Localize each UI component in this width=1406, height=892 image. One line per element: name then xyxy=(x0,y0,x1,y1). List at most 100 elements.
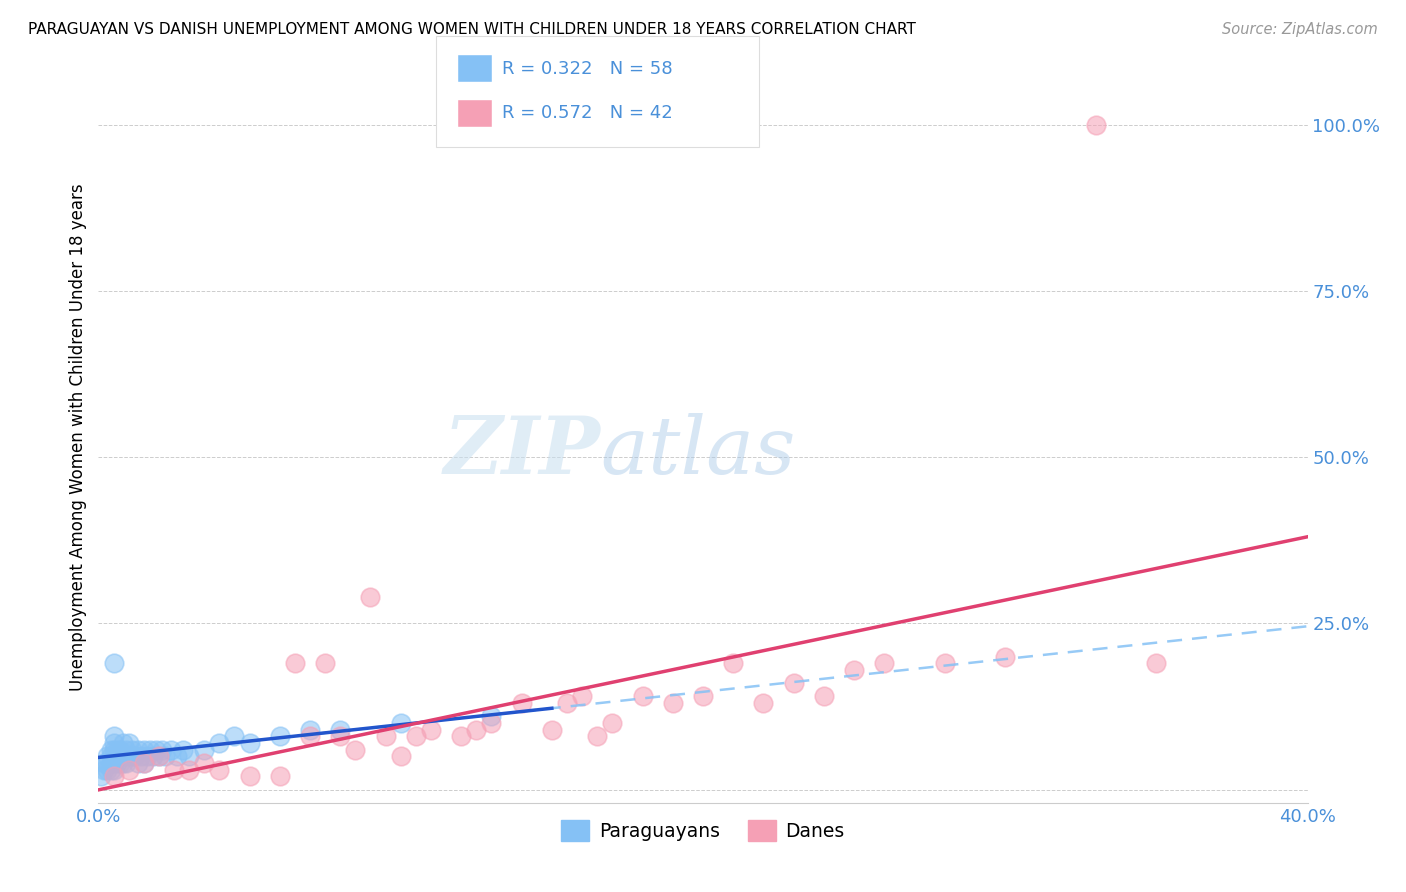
Text: Source: ZipAtlas.com: Source: ZipAtlas.com xyxy=(1222,22,1378,37)
Point xyxy=(723,656,745,670)
Point xyxy=(111,756,134,770)
Point xyxy=(193,756,215,770)
Point xyxy=(299,723,322,737)
Point xyxy=(148,749,170,764)
Point xyxy=(93,763,115,777)
Legend: Paraguayans, Danes: Paraguayans, Danes xyxy=(554,813,852,848)
Point xyxy=(108,756,131,770)
Y-axis label: Unemployment Among Women with Children Under 18 years: Unemployment Among Women with Children U… xyxy=(69,183,87,691)
Point xyxy=(127,756,149,770)
Point xyxy=(571,690,593,704)
Point xyxy=(108,749,131,764)
Point xyxy=(118,763,141,777)
Point xyxy=(172,742,194,756)
Point xyxy=(139,742,162,756)
Point xyxy=(90,769,112,783)
Text: R = 0.322   N = 58: R = 0.322 N = 58 xyxy=(502,60,672,78)
Point xyxy=(389,749,412,764)
Point xyxy=(150,742,173,756)
Point xyxy=(239,769,262,783)
Text: atlas: atlas xyxy=(600,413,796,491)
Point xyxy=(269,729,291,743)
Point xyxy=(873,656,896,670)
Point xyxy=(314,656,336,670)
Point xyxy=(1085,118,1108,132)
Point xyxy=(132,756,155,770)
Point xyxy=(586,729,609,743)
Point xyxy=(1144,656,1167,670)
Point xyxy=(374,729,396,743)
Point xyxy=(103,749,125,764)
Point xyxy=(465,723,488,737)
Point xyxy=(105,742,128,756)
Point xyxy=(93,756,115,770)
Point xyxy=(783,676,806,690)
Point xyxy=(148,749,170,764)
Point xyxy=(124,749,146,764)
Point xyxy=(224,729,246,743)
Point xyxy=(142,749,165,764)
Point xyxy=(163,763,186,777)
Point xyxy=(631,690,654,704)
Point xyxy=(153,749,176,764)
Point xyxy=(602,716,624,731)
Point xyxy=(284,656,307,670)
Point xyxy=(96,749,118,764)
Point xyxy=(111,749,134,764)
Point xyxy=(420,723,443,737)
Point xyxy=(121,749,143,764)
Point xyxy=(103,742,125,756)
Point xyxy=(692,690,714,704)
Point xyxy=(103,763,125,777)
Point xyxy=(239,736,262,750)
Point xyxy=(450,729,472,743)
Point xyxy=(105,749,128,764)
Point xyxy=(510,696,533,710)
Point xyxy=(329,729,352,743)
Point xyxy=(129,749,152,764)
Point xyxy=(269,769,291,783)
Point xyxy=(208,736,231,750)
Point xyxy=(389,716,412,731)
Point xyxy=(111,736,134,750)
Point xyxy=(179,763,201,777)
Point xyxy=(844,663,866,677)
Point xyxy=(114,742,136,756)
Point xyxy=(344,742,367,756)
Point xyxy=(934,656,956,670)
Point xyxy=(160,742,183,756)
Point xyxy=(103,756,125,770)
Point xyxy=(405,729,427,743)
Point xyxy=(661,696,683,710)
Point xyxy=(132,756,155,770)
Point xyxy=(103,656,125,670)
Point xyxy=(108,742,131,756)
Point xyxy=(114,756,136,770)
Text: ZIP: ZIP xyxy=(443,413,600,491)
Point xyxy=(132,742,155,756)
Point xyxy=(127,742,149,756)
Point xyxy=(103,736,125,750)
Point xyxy=(118,749,141,764)
Point xyxy=(135,749,157,764)
Point xyxy=(100,749,122,764)
Point xyxy=(100,763,122,777)
Point xyxy=(145,742,167,756)
Point xyxy=(193,742,215,756)
Point xyxy=(555,696,578,710)
Point xyxy=(299,729,322,743)
Point xyxy=(208,763,231,777)
Point xyxy=(100,742,122,756)
Point xyxy=(994,649,1017,664)
Point xyxy=(118,736,141,750)
Point xyxy=(481,709,503,723)
Point xyxy=(103,769,125,783)
Point xyxy=(96,763,118,777)
Point xyxy=(105,756,128,770)
Point xyxy=(481,716,503,731)
Point xyxy=(121,742,143,756)
Text: PARAGUAYAN VS DANISH UNEMPLOYMENT AMONG WOMEN WITH CHILDREN UNDER 18 YEARS CORRE: PARAGUAYAN VS DANISH UNEMPLOYMENT AMONG … xyxy=(28,22,915,37)
Point xyxy=(540,723,562,737)
Point xyxy=(752,696,775,710)
Point xyxy=(813,690,835,704)
